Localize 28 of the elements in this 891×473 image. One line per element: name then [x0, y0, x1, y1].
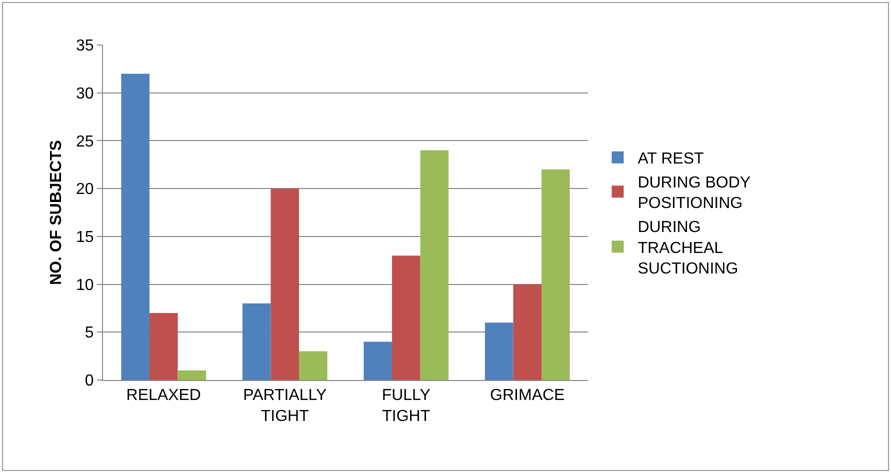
- bar: [364, 342, 392, 380]
- y-tick-label: 20: [76, 181, 94, 198]
- x-tick-label: FULLY TIGHT: [382, 387, 431, 425]
- bar: [542, 169, 570, 380]
- y-tick-label: 30: [76, 85, 94, 102]
- legend-label: AT REST: [638, 150, 704, 168]
- bar: [242, 303, 271, 380]
- bar: [299, 351, 328, 380]
- y-tick-label: 0: [84, 372, 94, 390]
- bar: [392, 256, 420, 380]
- y-axis-title: NO. OF SUBJECTS: [48, 140, 65, 285]
- bar: [270, 188, 300, 380]
- x-tick-label: PARTIALLY TIGHT: [243, 387, 328, 425]
- bar: [420, 150, 449, 380]
- bar: [121, 74, 150, 380]
- legend-label: DURING BODY POSITIONING: [638, 174, 751, 212]
- y-tick-label: 10: [76, 276, 94, 294]
- y-tick-label: 15: [76, 229, 94, 246]
- bar: [484, 322, 514, 380]
- y-tick-label: 35: [76, 38, 94, 55]
- bar: [513, 284, 542, 380]
- legend-label: DURING TRACHEAL SUCTIONING: [638, 219, 738, 278]
- x-tick-label: RELAXED: [126, 387, 201, 404]
- x-tick-label: GRIMACE: [490, 387, 565, 404]
- y-tick-label: 25: [76, 133, 94, 150]
- y-tick-label: 5: [84, 324, 94, 342]
- bar: [178, 370, 206, 380]
- bar: [149, 313, 178, 380]
